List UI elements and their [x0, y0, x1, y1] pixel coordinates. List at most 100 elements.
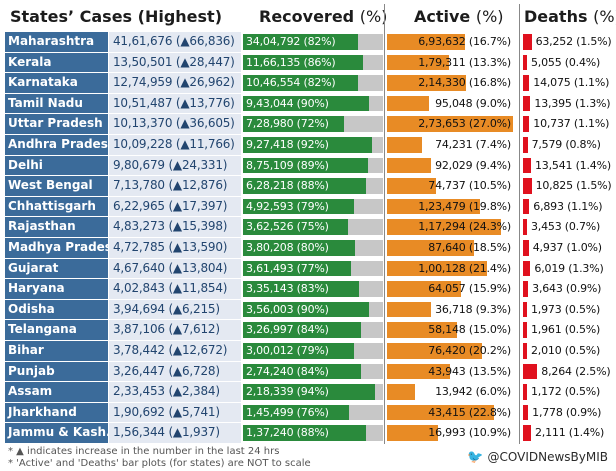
- deaths-label: 1,778 (0.9%): [532, 405, 602, 419]
- recovered-bar: [243, 384, 375, 400]
- deaths-label: 10,825 (1.5%): [535, 179, 612, 193]
- state-name: Karnataka: [5, 73, 108, 93]
- header-active-label: Active: [414, 7, 471, 26]
- deaths-bar: [523, 157, 531, 174]
- recovered-bar: [243, 322, 361, 338]
- table-row: Kerala 13,50,501 (▲28,447) 11,66,135 (86%)…: [0, 52, 616, 74]
- state-name: Telangana: [5, 320, 108, 340]
- active-bar: [387, 363, 451, 380]
- deaths-bar: [523, 178, 532, 194]
- table-row: Jammu & Kash.. 1,56,344 (▲1,937) 1,37,240 …: [0, 423, 616, 444]
- deaths-bar: [523, 260, 531, 277]
- active-bar: [387, 260, 488, 277]
- recovered-label: 3,26,997 (84%): [246, 323, 329, 337]
- deaths-bar: [523, 240, 529, 256]
- state-cases: 4,83,273 (▲15,398): [109, 217, 241, 237]
- header-recovered-label: Recovered: [259, 7, 355, 26]
- state-cases: 1,90,692 (▲5,741): [109, 402, 241, 423]
- table-row: Assam 2,33,453 (▲2,384) 2,18,339 (94%) 13,9…: [0, 382, 616, 403]
- table-row: Jharkhand 1,90,692 (▲5,741) 1,45,499 (76%)…: [0, 402, 616, 424]
- state-cases: 41,61,676 (▲66,836): [109, 32, 241, 52]
- active-bar: [387, 240, 474, 256]
- active-bar: [387, 322, 458, 338]
- recovered-bar-track: 34,04,792 (82%): [243, 34, 383, 50]
- state-name: Jammu & Kash..: [5, 423, 108, 443]
- state-name: Rajasthan: [5, 217, 108, 237]
- deaths-bar: [523, 301, 527, 318]
- active-label: 43,943 (13.5%): [428, 364, 511, 378]
- recovered-label: 3,00,012 (79%): [246, 344, 329, 357]
- table-row: Haryana 4,02,843 (▲11,854) 3,35,143 (83%) 6…: [0, 279, 616, 300]
- recovered-bar-track: 3,00,012 (79%): [243, 343, 383, 359]
- deaths-label: 4,937 (1.0%): [532, 241, 602, 254]
- active-label: 74,737 (10.5%): [428, 179, 511, 193]
- recovered-bar: [243, 178, 367, 194]
- active-label: 16,993 (10.9%): [428, 426, 511, 440]
- state-name: Assam: [5, 382, 108, 402]
- recovered-bar-track: 11,66,135 (86%): [243, 54, 383, 71]
- active-label: 76,420 (20.2%): [428, 344, 511, 357]
- recovered-label: 1,37,240 (88%): [246, 426, 329, 440]
- table-row: Tamil Nadu 10,51,487 (▲13,776) 9,43,044 (9…: [0, 93, 616, 115]
- deaths-label: 10,737 (1.1%): [533, 117, 610, 131]
- active-label: 6,93,632 (16.7%): [418, 35, 511, 48]
- active-label: 2,14,330 (16.8%): [418, 76, 511, 90]
- state-name: Andhra Pradesh: [5, 135, 108, 155]
- active-label: 74,231 (7.4%): [435, 138, 511, 151]
- deaths-bar: [523, 363, 538, 380]
- active-label: 1,00,128 (21.4%): [418, 261, 511, 275]
- recovered-bar: [243, 219, 348, 235]
- deaths-label: 3,643 (0.9%): [532, 282, 602, 296]
- deaths-label: 63,252 (1.5%): [535, 35, 612, 48]
- active-label: 1,23,479 (19.8%): [418, 199, 511, 213]
- active-label: 1,79,311 (13.3%): [418, 55, 511, 69]
- recovered-bar-track: 4,92,593 (79%): [243, 198, 383, 215]
- deaths-label: 6,019 (1.3%): [534, 261, 604, 275]
- vertical-divider: [384, 4, 385, 444]
- active-bar: [387, 219, 501, 235]
- recovered-label: 9,43,044 (90%): [246, 96, 329, 110]
- state-name: Madhya Pradesh: [5, 238, 108, 258]
- recovered-bar: [243, 34, 358, 50]
- recovered-label: 2,74,240 (84%): [246, 364, 329, 378]
- recovered-bar: [243, 75, 358, 91]
- state-name: Kerala: [5, 52, 108, 73]
- active-label: 2,73,653 (27.0%): [418, 117, 511, 131]
- recovered-bar-track: 9,43,044 (90%): [243, 95, 383, 112]
- state-name: Maharashtra: [5, 32, 108, 52]
- table-row: Gujarat 4,67,640 (▲13,804) 3,61,493 (77%) 1…: [0, 258, 616, 280]
- recovered-bar: [243, 260, 351, 277]
- state-cases: 3,94,694 (▲6,215): [109, 299, 241, 320]
- twitter-handle[interactable]: 🐦 @COVIDNewsByMIB: [467, 450, 608, 465]
- recovered-bar-track: 6,28,218 (88%): [243, 178, 383, 194]
- table-row: Maharashtra 41,61,676 (▲66,836) 34,04,792 …: [0, 32, 616, 53]
- active-bar: [387, 425, 438, 441]
- active-bar: [387, 343, 482, 359]
- recovered-label: 6,28,218 (88%): [246, 179, 329, 193]
- active-label: 36,718 (9.3%): [435, 302, 511, 316]
- state-cases: 10,09,228 (▲11,766): [109, 135, 241, 155]
- header-deaths: Deaths (%): [524, 0, 616, 32]
- state-cases: 4,72,785 (▲13,590): [109, 238, 241, 258]
- state-name: Odisha: [5, 299, 108, 320]
- recovered-bar: [243, 404, 350, 421]
- header-states: States’ Cases (Highest): [10, 7, 223, 26]
- recovered-label: 4,92,593 (79%): [246, 199, 329, 213]
- recovered-label: 3,35,143 (83%): [246, 282, 329, 296]
- header-deaths-unit: (%): [593, 7, 616, 26]
- active-bar: [387, 404, 494, 421]
- active-label: 87,640 (18.5%): [428, 241, 511, 254]
- active-bar: [387, 178, 437, 194]
- footnote-increase: * ▲ indicates increase in the number in …: [8, 446, 280, 457]
- recovered-bar: [243, 157, 368, 174]
- deaths-label: 8,264 (2.5%): [541, 364, 611, 378]
- recovered-bar: [243, 240, 355, 256]
- vertical-divider: [519, 4, 520, 444]
- active-bar: [387, 301, 431, 318]
- state-name: West Bengal: [5, 176, 108, 196]
- active-bar: [387, 75, 466, 91]
- recovered-bar: [243, 363, 361, 380]
- deaths-label: 2,111 (1.4%): [535, 426, 605, 440]
- header-active-unit: (%): [475, 7, 504, 26]
- recovered-bar: [243, 137, 372, 153]
